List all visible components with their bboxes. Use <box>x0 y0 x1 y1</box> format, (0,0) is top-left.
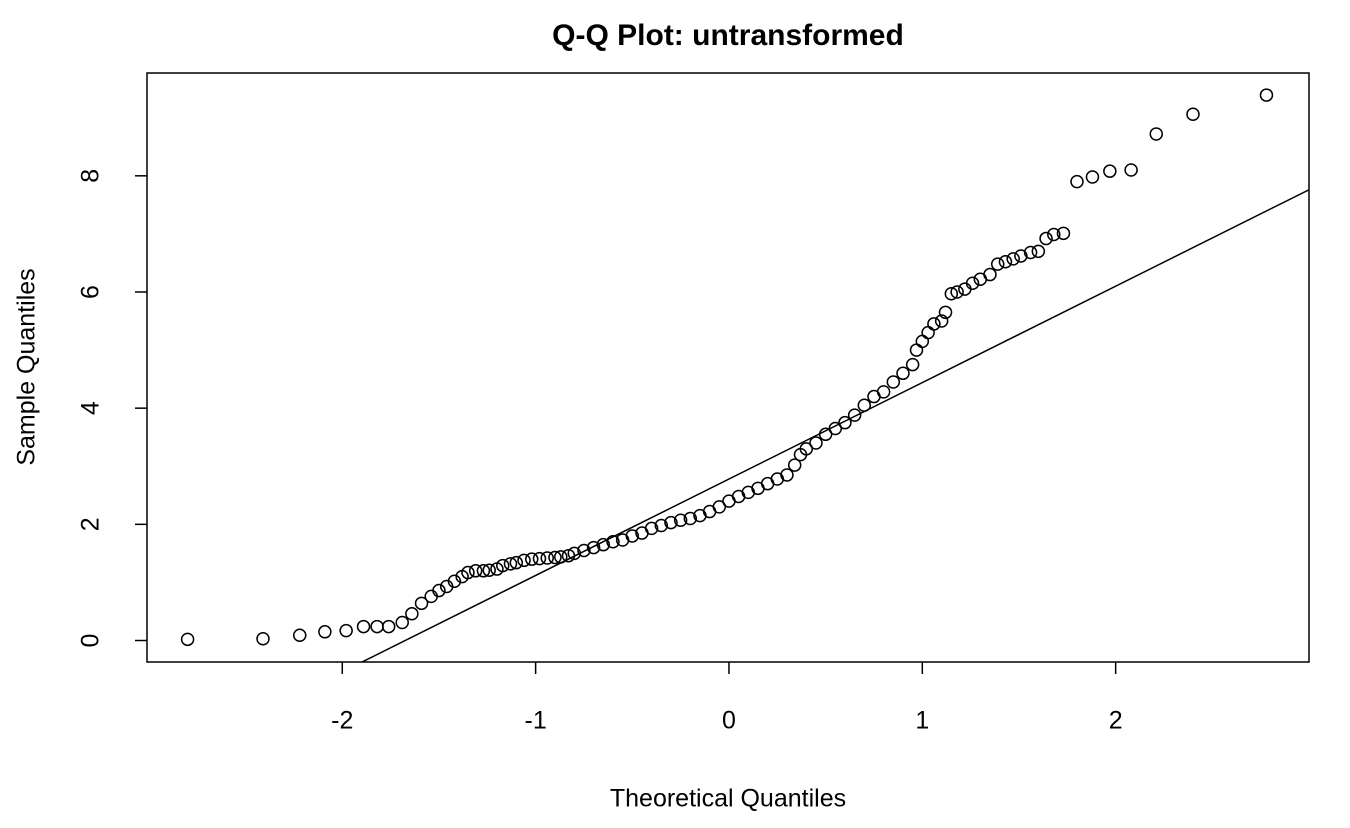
point <box>447 574 462 589</box>
point <box>577 543 591 558</box>
point <box>625 529 640 543</box>
point <box>1186 107 1200 121</box>
point <box>818 427 833 442</box>
point <box>915 334 930 349</box>
point <box>644 521 659 536</box>
y-tick-label: 0 <box>77 634 105 648</box>
x-tick-label: 0 <box>722 707 736 735</box>
point <box>927 317 941 331</box>
point <box>809 436 823 450</box>
point <box>561 548 576 563</box>
point <box>654 518 669 533</box>
point <box>1023 245 1038 260</box>
point <box>540 551 554 565</box>
point <box>1103 164 1117 178</box>
point <box>799 442 814 456</box>
point <box>586 540 601 555</box>
point <box>780 468 794 482</box>
y-tick-label: 8 <box>77 169 105 183</box>
point <box>886 375 901 389</box>
point <box>876 385 891 399</box>
x-tick-label: 1 <box>915 707 929 735</box>
point <box>381 619 396 634</box>
point <box>1006 252 1020 266</box>
point <box>532 551 547 566</box>
point <box>934 314 949 328</box>
point <box>503 557 518 571</box>
point <box>905 357 920 372</box>
point <box>958 282 972 296</box>
point <box>405 607 419 621</box>
point <box>673 513 688 528</box>
point <box>1070 174 1084 189</box>
point <box>461 565 475 580</box>
point <box>683 511 698 526</box>
point <box>944 286 959 301</box>
point <box>787 458 802 472</box>
point <box>468 564 483 578</box>
point <box>712 500 727 514</box>
point <box>1149 127 1164 141</box>
point <box>998 255 1013 269</box>
point <box>482 563 496 577</box>
point <box>356 619 371 634</box>
point <box>1056 226 1071 241</box>
y-tick-label: 6 <box>77 285 105 299</box>
point <box>525 552 539 566</box>
point <box>1124 163 1138 177</box>
point <box>1031 244 1046 259</box>
point <box>509 555 524 570</box>
x-axis-label: Theoretical Quantiles <box>610 785 846 813</box>
point <box>1047 227 1061 242</box>
point <box>548 550 562 565</box>
point <box>909 343 924 357</box>
x-tick-label: 2 <box>1109 707 1123 735</box>
point <box>1085 170 1100 184</box>
point <box>896 366 910 381</box>
point <box>828 421 843 436</box>
point <box>318 625 332 639</box>
x-tick-label: -1 <box>525 707 547 735</box>
point <box>1014 249 1028 263</box>
point <box>847 408 862 422</box>
point <box>395 615 409 630</box>
point <box>1039 231 1053 246</box>
point <box>414 596 429 611</box>
point <box>180 632 195 647</box>
point <box>496 558 510 573</box>
chart-title: Q-Q Plot: untransformed <box>552 19 904 52</box>
point <box>606 535 620 549</box>
point <box>857 398 872 413</box>
point <box>596 537 611 552</box>
point <box>432 583 446 598</box>
point <box>256 632 270 646</box>
point <box>983 267 997 282</box>
point <box>664 515 678 530</box>
reference-line <box>360 189 1309 662</box>
point <box>1259 88 1274 102</box>
point <box>292 628 307 643</box>
point <box>965 276 980 291</box>
point <box>370 619 384 634</box>
y-axis-label: Sample Quantiles <box>13 268 41 465</box>
point <box>938 305 953 320</box>
point <box>567 546 582 561</box>
point <box>517 553 531 568</box>
point <box>476 564 491 578</box>
point <box>921 325 935 340</box>
point <box>554 550 568 564</box>
plot-frame <box>146 72 1310 663</box>
point <box>950 285 964 299</box>
point <box>339 623 353 638</box>
x-tick-label: -2 <box>331 707 353 735</box>
y-tick-label: 4 <box>77 401 105 415</box>
point <box>990 257 1005 271</box>
point <box>424 589 438 604</box>
y-tick-label: 2 <box>77 517 105 531</box>
point <box>838 415 852 430</box>
